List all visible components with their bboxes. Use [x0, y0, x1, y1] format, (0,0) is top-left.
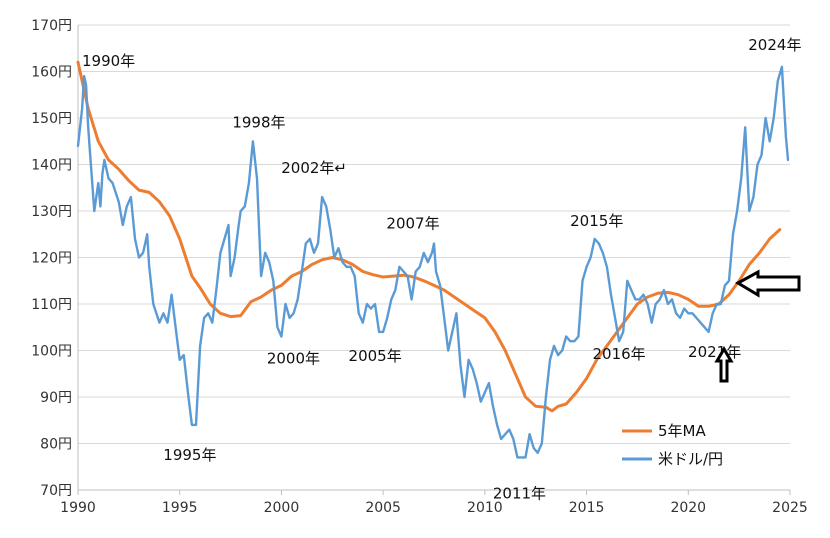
- x-axis-ticks: 1990 1995 2000 2005 2010 2015 2020 2025: [60, 500, 808, 516]
- y-axis-ticks: 70円 80円 90円 100円 110円 120円 130円 140円 150円 160円 170…: [31, 18, 72, 499]
- legend-label: 米ドル/円: [658, 450, 723, 468]
- annotation-label: 2007年: [386, 215, 439, 233]
- annotation-label: 2011年: [493, 484, 546, 502]
- x-tick-label: 2015: [569, 500, 605, 516]
- annotation-label: 2000年: [267, 350, 320, 368]
- annotation-label: 2024年: [748, 36, 801, 54]
- y-tick-label: 130円: [31, 204, 72, 220]
- up-arrow-icon: [714, 346, 734, 383]
- x-tick-label: 1990: [60, 500, 96, 516]
- y-tick-label: 70円: [40, 483, 72, 499]
- arrow-markers: [714, 269, 801, 383]
- grid-lines: [78, 24, 790, 444]
- x-tick-label: 2010: [467, 500, 503, 516]
- x-tick-label: 2000: [264, 500, 300, 516]
- annotation-label: 2016年: [592, 345, 645, 363]
- annotation-label: 2015年: [570, 212, 623, 230]
- series-line-5y-ma: [76, 60, 782, 413]
- y-tick-label: 80円: [40, 437, 72, 453]
- series-lines: [76, 60, 790, 459]
- annotation-label: 2021年: [688, 343, 741, 361]
- left-arrow-icon: [734, 269, 801, 298]
- annotation-label: 2005年: [349, 347, 402, 365]
- annotation-label: 1998年: [232, 113, 285, 131]
- legend: 5年MA 米ドル/円: [622, 422, 723, 468]
- annotation-label: 1990年: [82, 52, 135, 70]
- x-tick-label: 2005: [365, 500, 401, 516]
- y-tick-label: 160円: [31, 65, 72, 81]
- annotation-label: 1995年: [163, 446, 216, 464]
- y-tick-label: 170円: [31, 18, 72, 34]
- legend-label: 5年MA: [658, 422, 706, 440]
- series-line-usd-jpy: [76, 65, 790, 459]
- x-tick-label: 2025: [772, 500, 808, 516]
- y-tick-label: 90円: [40, 390, 72, 406]
- axes: [77, 25, 791, 495]
- y-tick-label: 100円: [31, 344, 72, 360]
- x-tick-label: 1995: [162, 500, 198, 516]
- annotation-label: 2002年↵: [281, 159, 347, 177]
- y-tick-label: 120円: [31, 251, 72, 267]
- x-tick-label: 2020: [670, 500, 706, 516]
- y-tick-label: 150円: [31, 111, 72, 127]
- y-tick-label: 140円: [31, 158, 72, 174]
- y-tick-label: 110円: [31, 297, 72, 313]
